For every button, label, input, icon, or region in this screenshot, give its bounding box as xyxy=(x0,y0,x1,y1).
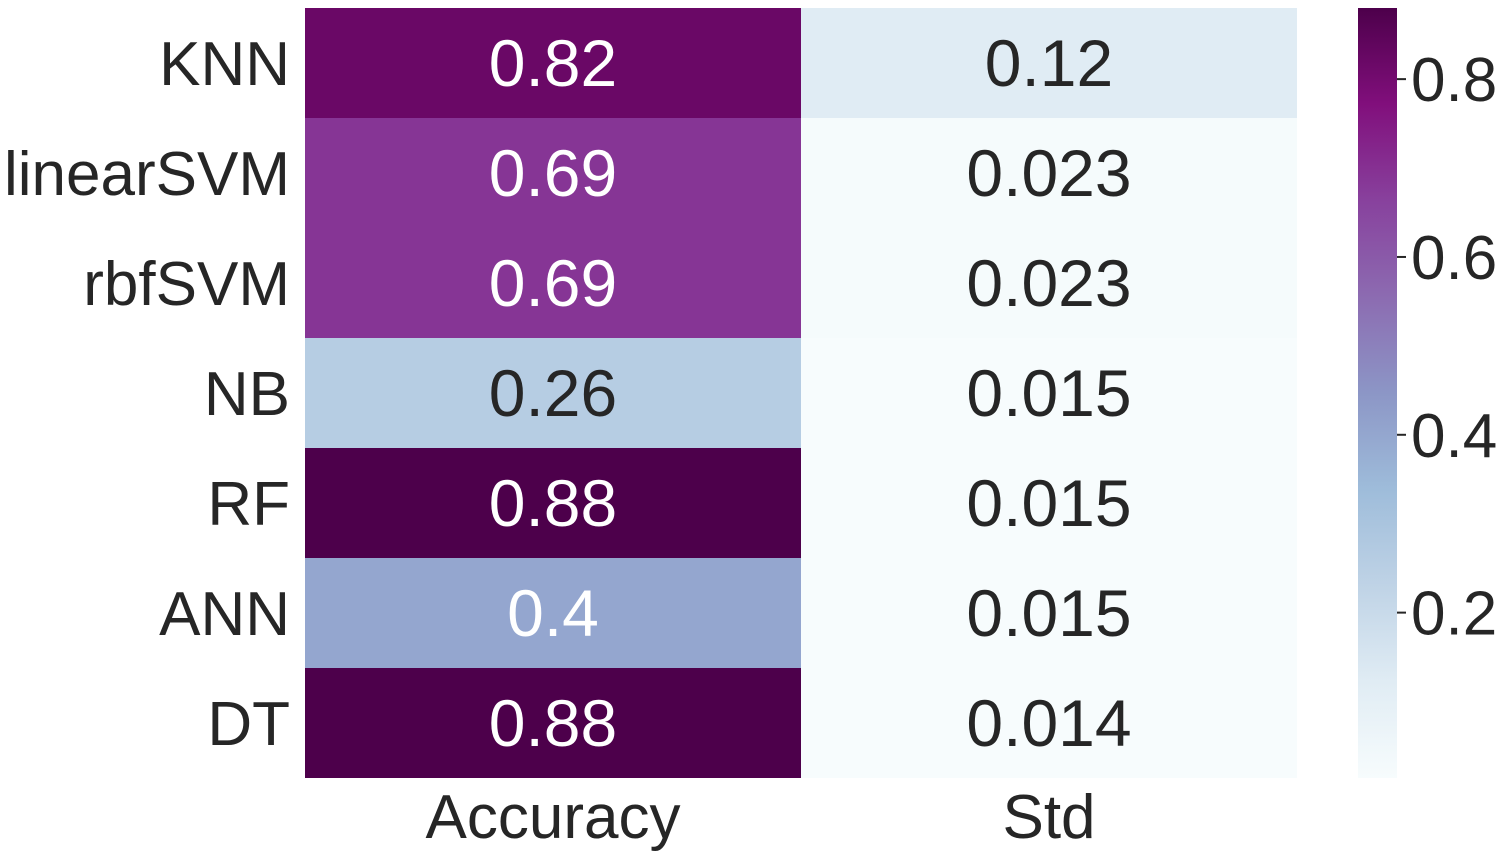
cell-value-label: 0.26 xyxy=(489,356,617,430)
cell-value-label: 0.69 xyxy=(489,136,617,210)
heatmap-cell xyxy=(305,118,801,228)
cell-value-label: 0.015 xyxy=(966,356,1131,430)
cell-annotations: 0.82 0.12 0.69 0.023 0.69 0.023 0.26 0.015 0.88 0… xyxy=(489,26,1132,760)
cell-value-label: 0.015 xyxy=(966,466,1131,540)
heatmap-cell xyxy=(305,338,801,448)
colorbar-gradient xyxy=(1358,8,1397,778)
cell-value-label: 0.82 xyxy=(489,26,617,100)
cell-value-label: 0.88 xyxy=(489,686,617,760)
heatmap-cell xyxy=(305,8,801,118)
cell-value-label: 0.4 xyxy=(507,576,599,650)
heatmap-cell xyxy=(801,668,1297,778)
cell-value-label: 0.023 xyxy=(966,136,1131,210)
row-label: ANN xyxy=(159,580,290,649)
row-labels: KNN linearSVM rbfSVM NB RF ANN DT xyxy=(4,30,290,759)
cell-value-label: 0.69 xyxy=(489,246,617,320)
column-label: Accuracy xyxy=(426,783,681,852)
heatmap-cell xyxy=(801,8,1297,118)
colorbar: 0.2 0.4 0.6 0.8 xyxy=(1358,8,1497,778)
row-label: KNN xyxy=(159,30,290,99)
heatmap-cell xyxy=(305,558,801,668)
heatmap-cell xyxy=(801,118,1297,228)
colorbar-tick-label: 0.8 xyxy=(1411,46,1497,115)
heatmap-cells xyxy=(305,8,1297,778)
heatmap-cell xyxy=(801,228,1297,338)
row-label: NB xyxy=(204,360,290,429)
cell-value-label: 0.015 xyxy=(966,576,1131,650)
column-label: Std xyxy=(1002,783,1095,852)
colorbar-tick-label: 0.4 xyxy=(1411,402,1497,471)
heatmap-cell xyxy=(305,668,801,778)
column-labels: Accuracy Std xyxy=(426,783,1096,852)
colorbar-tick-label: 0.6 xyxy=(1411,224,1497,293)
heatmap-cell xyxy=(305,228,801,338)
cell-value-label: 0.12 xyxy=(985,26,1113,100)
colorbar-tick-label: 0.2 xyxy=(1411,580,1497,649)
row-label: DT xyxy=(207,690,290,759)
row-label: rbfSVM xyxy=(83,250,290,319)
cell-value-label: 0.023 xyxy=(966,246,1131,320)
cell-value-label: 0.88 xyxy=(489,466,617,540)
heatmap-cell xyxy=(305,448,801,558)
heatmap-cell xyxy=(801,448,1297,558)
cell-value-label: 0.014 xyxy=(966,686,1131,760)
row-label: RF xyxy=(207,470,290,539)
row-label: linearSVM xyxy=(4,140,290,209)
heatmap-cell xyxy=(801,558,1297,668)
heatmap-cell xyxy=(801,338,1297,448)
